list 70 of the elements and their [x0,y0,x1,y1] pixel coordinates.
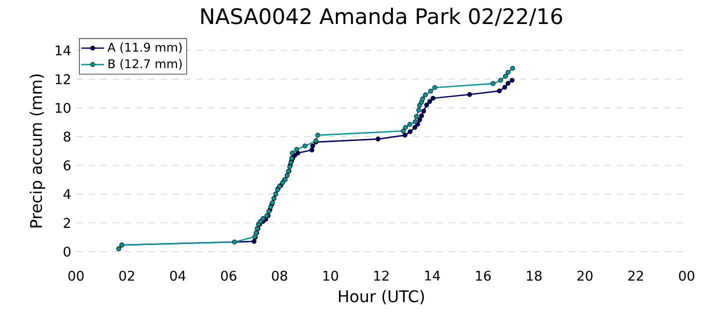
legend-label: B (12.7 mm) [108,58,182,70]
point [290,150,295,156]
point [408,129,412,134]
x-tick-label: 14 [425,270,440,280]
point [490,81,496,86]
chart-title: NASA0042 Amanda Park 02/22/16 [201,8,562,26]
point [496,88,502,94]
point [432,85,438,90]
point [268,204,274,210]
x-tick-label: 04 [170,270,186,281]
point [506,70,510,75]
point [427,99,432,104]
x-tick-label: 10 [323,270,338,281]
point [400,128,406,134]
point [467,92,472,97]
point [414,114,419,119]
y-tick-label: 8 [64,132,70,142]
point [412,119,418,124]
y-tick-label: 12 [56,74,70,84]
point [295,150,300,156]
point [294,147,300,152]
x-tick-label: 18 [526,270,542,281]
point [424,102,430,108]
point [309,148,314,152]
point [510,66,516,71]
point [403,125,408,130]
point [302,144,308,148]
x-tick-label: 22 [628,270,643,281]
x-axis-title: Hour (UTC) [338,290,424,304]
point [420,96,425,102]
point [498,78,504,83]
point [428,88,434,94]
point [258,219,263,224]
point [417,103,422,108]
y-tick-label: 2 [64,218,70,228]
x-tick-label: 16 [476,270,491,281]
point [280,180,286,186]
point [422,92,428,98]
point [430,96,436,101]
point [503,74,508,79]
point [412,125,418,130]
x-tick-label: 00 [68,270,84,281]
y-tick-label: 10 [56,102,70,113]
y-axis-title: Precip accum (mm) [30,74,46,228]
x-tick-label: 06 [221,270,236,281]
point [506,80,510,86]
point [407,122,412,127]
point [402,132,408,138]
x-tick-label: 08 [272,270,288,281]
legend-label: A (11.9 mm) [108,42,182,54]
point [510,78,515,83]
point [419,113,424,118]
point [416,108,422,113]
point [232,240,237,244]
x-tick-label: 00 [679,270,694,281]
y-tick-label: 14 [56,46,71,56]
point [260,216,266,221]
point [315,132,320,138]
x-tick-label: 20 [577,270,592,281]
y-tick-label: 6 [64,160,70,170]
point [376,136,380,142]
point [310,144,316,148]
point [421,108,426,114]
x-tick-label: 12 [374,270,388,281]
x-tick-label: 02 [119,270,134,281]
point [502,84,508,90]
y-tick-label: 4 [63,189,71,199]
point [252,239,257,244]
y-tick-label: 0 [64,246,70,257]
point [417,117,422,122]
